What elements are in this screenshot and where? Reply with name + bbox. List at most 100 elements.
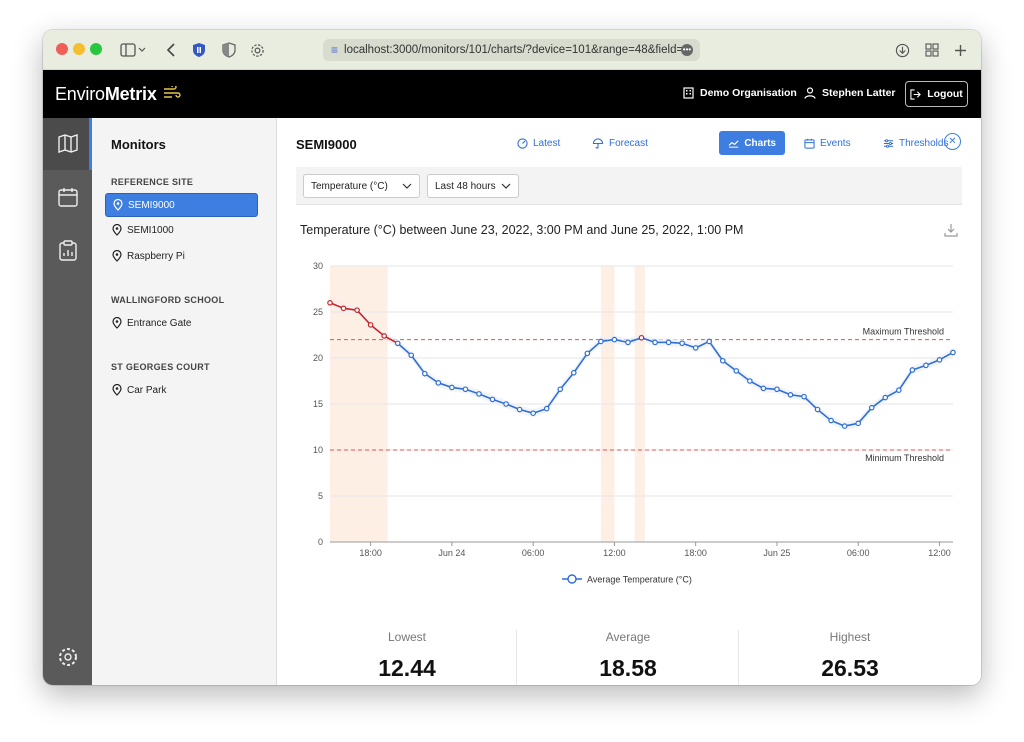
data-point	[828, 417, 834, 424]
data-point	[638, 334, 645, 341]
zoom-window-button[interactable]	[90, 43, 102, 55]
logout-label: Logout	[927, 88, 963, 100]
stat-divider	[738, 630, 739, 685]
series-line-segment	[898, 369, 914, 391]
stat-lowest: Lowest 12.44 °C	[296, 630, 518, 685]
sidebar-toggle-icon[interactable]	[118, 40, 148, 60]
series-line-segment	[708, 340, 724, 362]
calendar-icon[interactable]	[57, 186, 79, 208]
range-select[interactable]: Last 48 hours	[427, 174, 519, 198]
x-tick-label: 12:00	[603, 548, 626, 558]
shield-icon[interactable]	[220, 40, 238, 60]
data-point	[841, 423, 848, 429]
settings-gear-icon[interactable]	[248, 40, 266, 60]
data-point	[936, 357, 943, 363]
sidebar-item-semi1000[interactable]: SEMI1000	[105, 218, 258, 242]
sidebar-item-raspberry-pi[interactable]: Raspberry Pi	[105, 244, 258, 268]
browser-toolbar: ≡ localhost:3000/monitors/101/charts/?de…	[43, 30, 981, 70]
tab-label: Thresholds	[899, 137, 949, 149]
tab-latest[interactable]: Latest	[508, 131, 569, 155]
logo-text-light: Enviro	[55, 84, 105, 104]
sidebar-item-car-park[interactable]: Car Park	[105, 378, 258, 402]
legend-label: Average Temperature (°C)	[587, 575, 692, 585]
tab-label: Events	[820, 137, 851, 149]
series-line-segment	[559, 372, 575, 390]
main-panel: SEMI9000 Latest Forecast Charts Events T…	[277, 118, 981, 685]
close-window-button[interactable]	[56, 43, 68, 55]
threshold-label: Minimum Threshold	[865, 453, 944, 463]
tab-events[interactable]: Events	[795, 131, 860, 155]
data-point	[652, 339, 658, 346]
data-point	[801, 393, 807, 400]
nav-rail	[43, 118, 92, 685]
field-select[interactable]: Temperature (°C)	[303, 174, 420, 198]
sidebar-item-entrance-gate[interactable]: Entrance Gate	[105, 311, 258, 335]
filter-bar: Temperature (°C) Last 48 hours	[296, 167, 962, 205]
sidebar-item-label: SEMI1000	[127, 224, 174, 236]
sidebar-item-semi9000[interactable]: SEMI9000	[105, 193, 258, 217]
data-point	[923, 362, 929, 369]
logo[interactable]: EnviroMetrix	[55, 84, 181, 105]
x-tick-label: 06:00	[522, 548, 545, 558]
series-line-segment	[370, 324, 385, 337]
data-point	[679, 340, 685, 347]
page-title: SEMI9000	[296, 137, 357, 152]
organisation-name: Demo Organisation	[700, 87, 797, 99]
logout-button[interactable]: Logout	[905, 81, 968, 107]
series-line-segment	[871, 396, 886, 409]
sidebar-item-label: Raspberry Pi	[127, 250, 185, 262]
download-chart-icon[interactable]	[944, 223, 958, 237]
sliders-icon	[883, 138, 894, 148]
clipboard-icon[interactable]	[57, 239, 79, 261]
line-chart-icon	[728, 139, 739, 148]
download-icon[interactable]	[893, 40, 911, 60]
new-tab-icon[interactable]	[951, 40, 969, 60]
data-point	[530, 410, 536, 417]
reader-icon: ≡	[331, 43, 339, 57]
settings-icon[interactable]	[57, 646, 79, 668]
tab-thresholds[interactable]: Thresholds	[874, 131, 957, 155]
data-point	[327, 299, 333, 306]
building-icon	[683, 87, 694, 99]
data-point	[733, 368, 740, 374]
privacy-shield-icon[interactable]	[190, 40, 208, 60]
data-point	[422, 370, 428, 377]
group-reference-site: REFERENCE SITE	[111, 177, 194, 187]
data-point	[909, 367, 916, 373]
data-point	[408, 352, 415, 359]
chevron-down-icon	[501, 183, 511, 189]
close-icon[interactable]: ✕	[944, 133, 961, 150]
user-icon	[804, 87, 816, 99]
organisation-menu[interactable]: Demo Organisation	[683, 87, 797, 99]
tab-label: Charts	[744, 137, 776, 149]
address-bar-url: localhost:3000/monitors/101/charts/?devi…	[344, 44, 693, 56]
sidebar-title: Monitors	[111, 137, 166, 152]
user-menu[interactable]: Stephen Latter	[804, 87, 896, 99]
stat-label: Lowest	[387, 630, 427, 644]
address-bar[interactable]: ≡ localhost:3000/monitors/101/charts/?de…	[323, 39, 700, 61]
x-tick-label: 18:00	[359, 548, 382, 558]
y-tick-label: 15	[313, 399, 323, 409]
logo-text-bold: Metrix	[104, 84, 157, 104]
y-tick-label: 20	[313, 353, 323, 363]
series-line-segment	[586, 340, 602, 354]
rail-item-map[interactable]	[43, 118, 92, 170]
tab-forecast[interactable]: Forecast	[583, 131, 657, 155]
data-point	[868, 404, 875, 411]
tab-charts[interactable]: Charts	[719, 131, 785, 155]
series-line-segment	[573, 352, 588, 374]
data-point	[665, 339, 672, 346]
more-icon[interactable]: •••	[681, 44, 693, 56]
monitors-sidebar: Monitors REFERENCE SITE SEMI9000 SEMI100…	[92, 118, 277, 685]
calendar-icon	[804, 138, 815, 149]
stat-value: 26.53	[821, 655, 879, 681]
back-icon[interactable]	[163, 40, 179, 60]
series-line-segment	[803, 396, 819, 411]
y-tick-label: 5	[318, 491, 323, 501]
data-point	[625, 339, 631, 346]
browser-window: ≡ localhost:3000/monitors/101/charts/?de…	[43, 30, 981, 685]
minimize-window-button[interactable]	[73, 43, 85, 55]
stat-label: Average	[605, 630, 651, 644]
tab-overview-icon[interactable]	[923, 40, 941, 60]
data-point	[435, 380, 442, 386]
